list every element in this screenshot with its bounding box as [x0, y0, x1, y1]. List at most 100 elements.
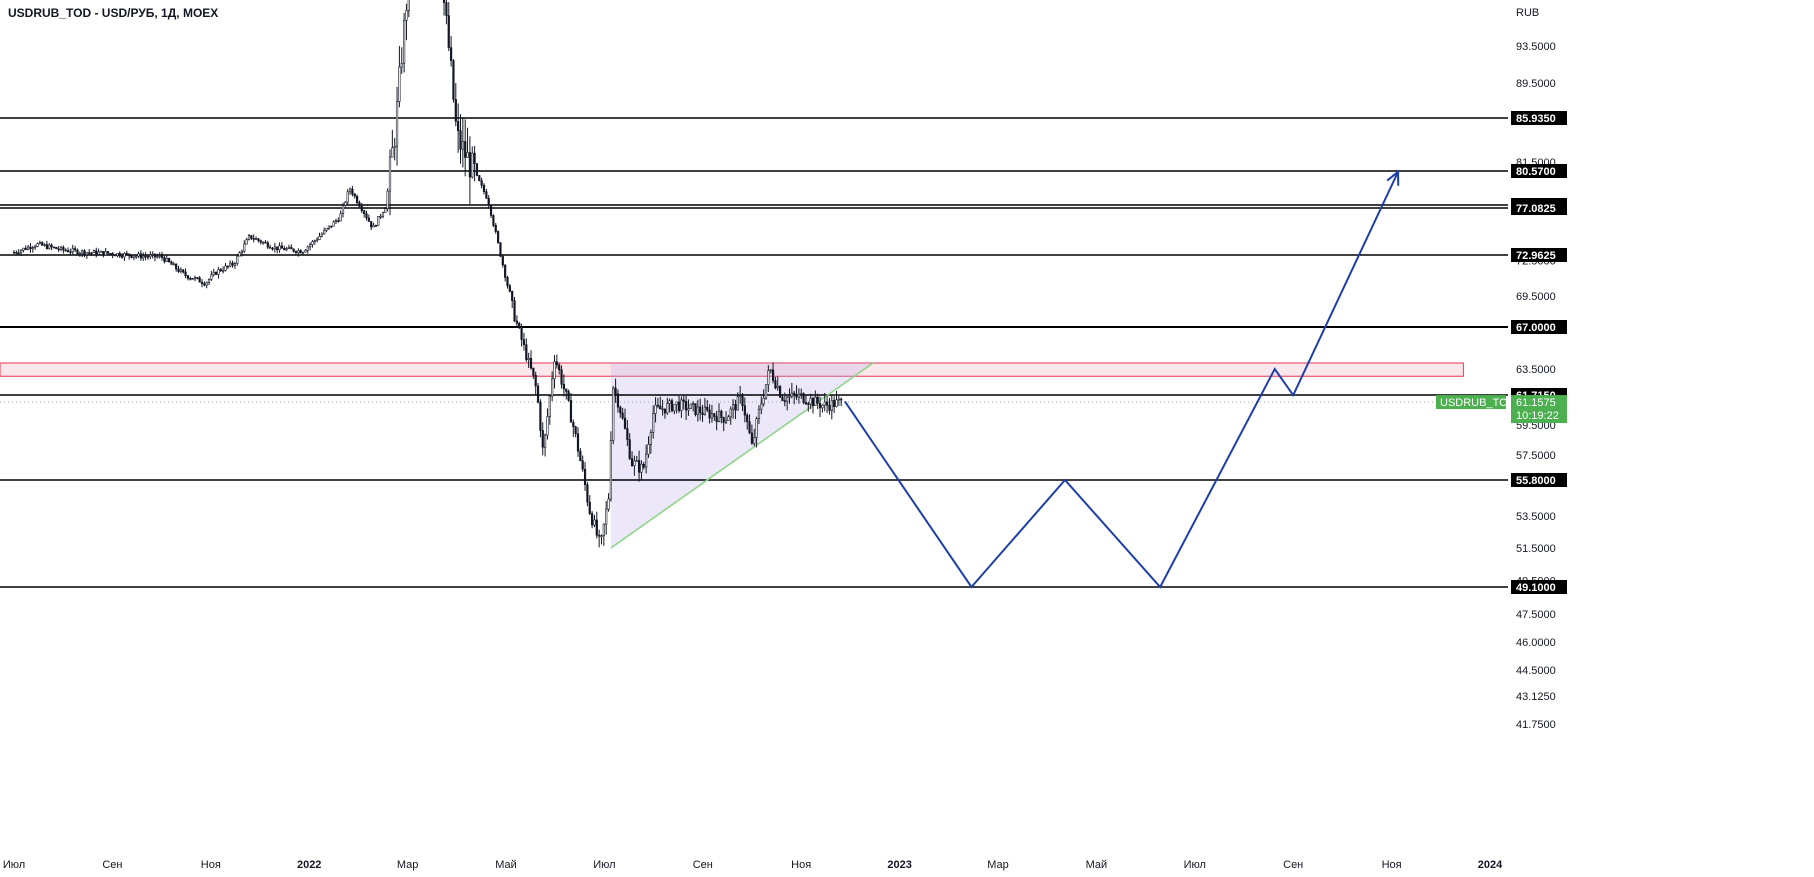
- candle-body-193: [466, 152, 469, 158]
- candle-body-56: [144, 255, 147, 258]
- candle-body-108: [266, 242, 269, 248]
- x-tick-label: 2023: [887, 859, 911, 871]
- candle-body-28: [78, 252, 81, 255]
- symbol-tag-label: USDRUB_TOD: [1440, 397, 1516, 409]
- candle-body-209: [504, 264, 507, 278]
- candle-body-103: [254, 238, 258, 240]
- candle-body-132: [323, 229, 326, 235]
- candle-body-289: [692, 403, 695, 405]
- candle-body-75: [189, 278, 192, 280]
- candle-body-333: [795, 394, 798, 398]
- candle-body-27: [76, 249, 79, 255]
- candle-body-187: [452, 60, 455, 100]
- candle-body-233: [560, 369, 563, 385]
- candle-body-16: [50, 244, 53, 248]
- candle-body-309: [739, 395, 742, 398]
- candle-body-57: [146, 256, 150, 258]
- candle-body-325: [776, 386, 779, 389]
- candle-body-210: [506, 277, 509, 287]
- candle-body-66: [168, 258, 171, 263]
- candle-body-88: [219, 269, 222, 272]
- candle-body-267: [640, 463, 643, 473]
- level-tag-bg-5: [1511, 320, 1567, 334]
- candle-body-337: [804, 402, 808, 405]
- candle-body-227: [546, 416, 549, 436]
- candle-body-224: [539, 401, 542, 431]
- y-tick-label: 43.1250: [1516, 691, 1556, 703]
- candle-body-13: [43, 244, 46, 246]
- candle-body-113: [278, 245, 281, 251]
- candle-body-234: [562, 383, 565, 390]
- candle-body-336: [802, 393, 805, 403]
- candle-body-157: [381, 212, 385, 217]
- candle-body-198: [478, 175, 481, 182]
- candle-body-5: [24, 247, 27, 250]
- y-tick-label: 53.5000: [1516, 511, 1556, 523]
- candle-body-43: [113, 254, 117, 257]
- candle-body-90: [224, 265, 227, 271]
- candle-body-89: [222, 270, 225, 272]
- candle-body-124: [304, 250, 307, 253]
- candle-body-262: [628, 439, 631, 459]
- candle-body-352: [840, 398, 843, 401]
- candle-body-8: [31, 247, 34, 250]
- candle-body-216: [520, 327, 523, 340]
- x-tick-label: 2022: [297, 859, 321, 871]
- candle-body-46: [121, 255, 124, 258]
- candle-body-106: [261, 241, 265, 244]
- candle-body-39: [104, 251, 107, 256]
- candle-body-273: [654, 404, 657, 414]
- candle-body-98: [243, 243, 246, 252]
- level-tag-bg-4: [1511, 248, 1567, 262]
- candle-body-240: [576, 433, 580, 452]
- candle-body-295: [706, 406, 709, 411]
- candle-body-33: [90, 252, 93, 254]
- candle-body-217: [522, 339, 526, 345]
- level-tag-bg-7: [1511, 473, 1567, 487]
- candle-body-155: [377, 216, 380, 226]
- level-tag-label: 67.0000: [1516, 322, 1556, 334]
- candle-body-251: [602, 523, 605, 537]
- candle-body-154: [374, 225, 378, 227]
- candle-body-219: [527, 358, 530, 360]
- candle-body-97: [240, 250, 244, 254]
- candle-body-324: [774, 380, 777, 389]
- candle-body-292: [699, 406, 702, 414]
- candle-body-201: [485, 191, 488, 199]
- candle-body-257: [616, 393, 620, 408]
- candle-body-114: [280, 245, 284, 249]
- candle-body-12: [41, 242, 44, 246]
- candle-body-4: [22, 247, 25, 251]
- level-tag-label: 77.0825: [1516, 203, 1556, 215]
- candle-body-143: [348, 188, 352, 193]
- candle-body-104: [257, 238, 260, 241]
- candle-body-83: [207, 279, 211, 283]
- candle-body-274: [656, 404, 659, 407]
- candle-body-190: [459, 130, 462, 150]
- candle-body-298: [713, 413, 716, 417]
- candle-body-122: [299, 250, 302, 254]
- candle-body-138: [337, 220, 340, 223]
- candle-body-22: [64, 249, 67, 252]
- candle-body-263: [630, 458, 634, 466]
- candle-body-15: [48, 244, 51, 249]
- candle-body-93: [231, 262, 234, 266]
- x-tick-label: Ноя: [791, 859, 811, 871]
- x-tick-label: Июл: [593, 859, 615, 871]
- candle-body-319: [762, 397, 765, 405]
- candle-body-286: [684, 401, 688, 411]
- candle-body-149: [363, 210, 366, 214]
- candle-body-287: [687, 408, 690, 411]
- candle-body-239: [574, 426, 577, 435]
- x-tick-label: Ноя: [1382, 859, 1402, 871]
- candle-body-147: [358, 202, 361, 207]
- x-tick-label: Сен: [1283, 859, 1303, 871]
- candle-body-142: [346, 191, 349, 203]
- candle-body-223: [536, 385, 540, 403]
- candle-body-116: [285, 248, 288, 251]
- candle-body-127: [311, 241, 314, 245]
- candle-body-101: [250, 235, 253, 239]
- candle-body-61: [156, 256, 159, 258]
- candle-body-153: [372, 225, 375, 228]
